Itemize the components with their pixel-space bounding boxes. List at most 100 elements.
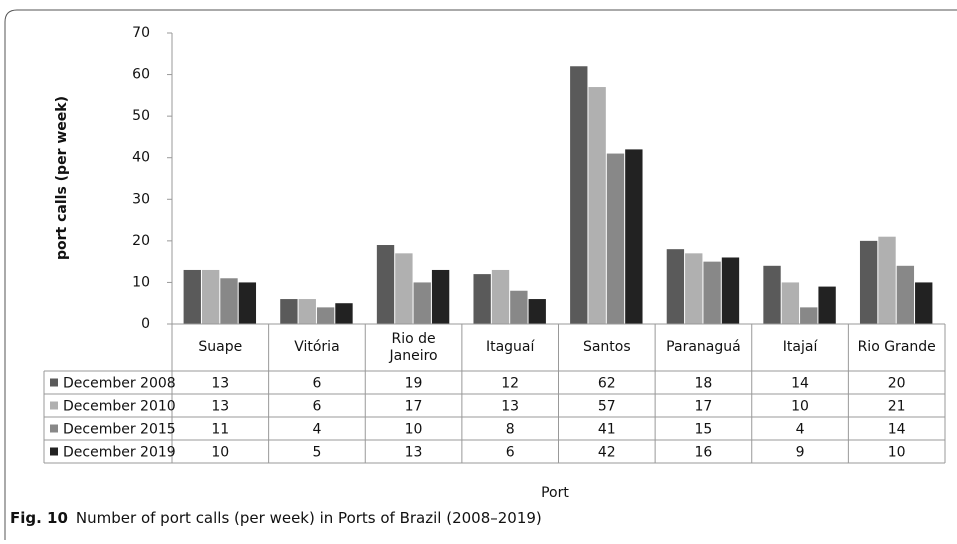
table-value: 10 xyxy=(791,399,809,415)
table-value: 9 xyxy=(796,445,805,461)
table-value: 4 xyxy=(796,422,805,438)
legend-swatch xyxy=(50,424,58,433)
legend-label: December 2010 xyxy=(63,399,176,415)
table-value: 20 xyxy=(888,376,906,392)
caption-text: Number of port calls (per week) in Ports… xyxy=(76,509,542,527)
table-value: 13 xyxy=(211,376,229,392)
table-value: 14 xyxy=(888,422,906,438)
table-value: 41 xyxy=(598,422,616,438)
bar xyxy=(878,236,896,324)
table-value: 21 xyxy=(888,399,906,415)
category-label: Santos xyxy=(582,339,631,356)
bar xyxy=(183,269,201,324)
bar xyxy=(376,245,395,324)
table-value: 14 xyxy=(791,376,809,392)
bar xyxy=(280,299,298,324)
table-value: 16 xyxy=(695,445,713,461)
legend-label: December 2008 xyxy=(63,376,176,392)
category-cell: Santos xyxy=(582,339,631,356)
category-label: Itajaí xyxy=(782,339,818,356)
bar xyxy=(413,282,431,324)
category-label: Vitória xyxy=(294,339,340,356)
bar xyxy=(491,269,510,324)
bar xyxy=(666,249,685,324)
bar xyxy=(316,307,335,324)
category-cell: Vitória xyxy=(294,339,340,356)
table-value: 19 xyxy=(405,376,423,392)
category-label: Itaguaí xyxy=(485,339,535,356)
table-value: 62 xyxy=(598,376,616,392)
bar xyxy=(781,282,800,324)
bar xyxy=(915,282,933,324)
bar xyxy=(473,274,491,324)
bar xyxy=(763,265,781,324)
bar xyxy=(220,278,238,324)
bar xyxy=(606,153,625,324)
figure-frame xyxy=(4,9,957,540)
table-value: 13 xyxy=(501,399,519,415)
table-value: 12 xyxy=(501,376,519,392)
y-tick-label: 30 xyxy=(132,191,150,207)
table-value: 13 xyxy=(405,445,423,461)
bar xyxy=(625,149,643,324)
category-cell: Rio Grande xyxy=(857,339,936,356)
bar xyxy=(431,269,450,324)
y-tick-label: 60 xyxy=(132,67,150,83)
bar xyxy=(238,282,257,324)
caption: Fig. 10 Number of port calls (per week) i… xyxy=(10,509,542,527)
y-tick-label: 40 xyxy=(132,150,150,166)
legend-label: December 2019 xyxy=(63,445,176,461)
legend-swatch xyxy=(50,401,58,410)
bar xyxy=(298,299,316,324)
legend-swatch xyxy=(50,447,58,456)
table-value: 10 xyxy=(211,445,229,461)
category-cell: Paranaguá xyxy=(666,339,741,355)
table-value: 17 xyxy=(405,399,423,415)
table-value: 10 xyxy=(405,422,423,438)
table-value: 8 xyxy=(506,422,515,438)
table-value: 6 xyxy=(312,376,321,392)
category-cell: Itaguaí xyxy=(485,339,535,356)
caption-label: Fig. 10 xyxy=(10,509,68,527)
table-value: 6 xyxy=(312,399,321,415)
category-label: Rio de Janeiro xyxy=(389,330,438,364)
table-value: 6 xyxy=(506,445,515,461)
y-tick-label: 50 xyxy=(132,108,150,124)
y-tick-label: 0 xyxy=(141,316,150,332)
bar xyxy=(721,257,740,324)
y-tick-label: 20 xyxy=(132,233,150,249)
table-value: 10 xyxy=(888,445,906,461)
bar xyxy=(896,265,915,324)
bar xyxy=(335,303,353,324)
category-cell: Suape xyxy=(198,339,243,356)
bar xyxy=(685,253,703,324)
category-label: Rio Grande xyxy=(857,339,936,356)
table-value: 42 xyxy=(598,445,616,461)
bar xyxy=(800,307,818,324)
y-axis-label: port calls (per week) xyxy=(54,96,70,260)
table-value: 4 xyxy=(312,422,321,438)
table-value: 13 xyxy=(211,399,229,415)
category-label: Suape xyxy=(198,339,243,356)
table-value: 57 xyxy=(598,399,616,415)
table-value: 5 xyxy=(312,445,321,461)
table-value: 18 xyxy=(695,376,713,392)
x-axis-label: Port xyxy=(541,485,569,501)
bar xyxy=(588,87,606,325)
bar xyxy=(570,66,588,324)
y-tick-label: 70 xyxy=(132,25,150,41)
table-value: 15 xyxy=(695,422,713,438)
category-cell: Rio de Janeiro xyxy=(389,330,438,364)
table-value: 17 xyxy=(695,399,713,415)
bar xyxy=(818,286,836,324)
legend-label: December 2015 xyxy=(63,422,176,438)
bar xyxy=(859,240,878,324)
legend-swatch xyxy=(50,378,58,387)
bar xyxy=(510,290,528,324)
table-value: 11 xyxy=(211,422,229,438)
category-cell: Itajaí xyxy=(782,339,818,356)
bar xyxy=(528,299,546,324)
y-tick-label: 10 xyxy=(132,274,150,290)
bar xyxy=(395,253,413,324)
